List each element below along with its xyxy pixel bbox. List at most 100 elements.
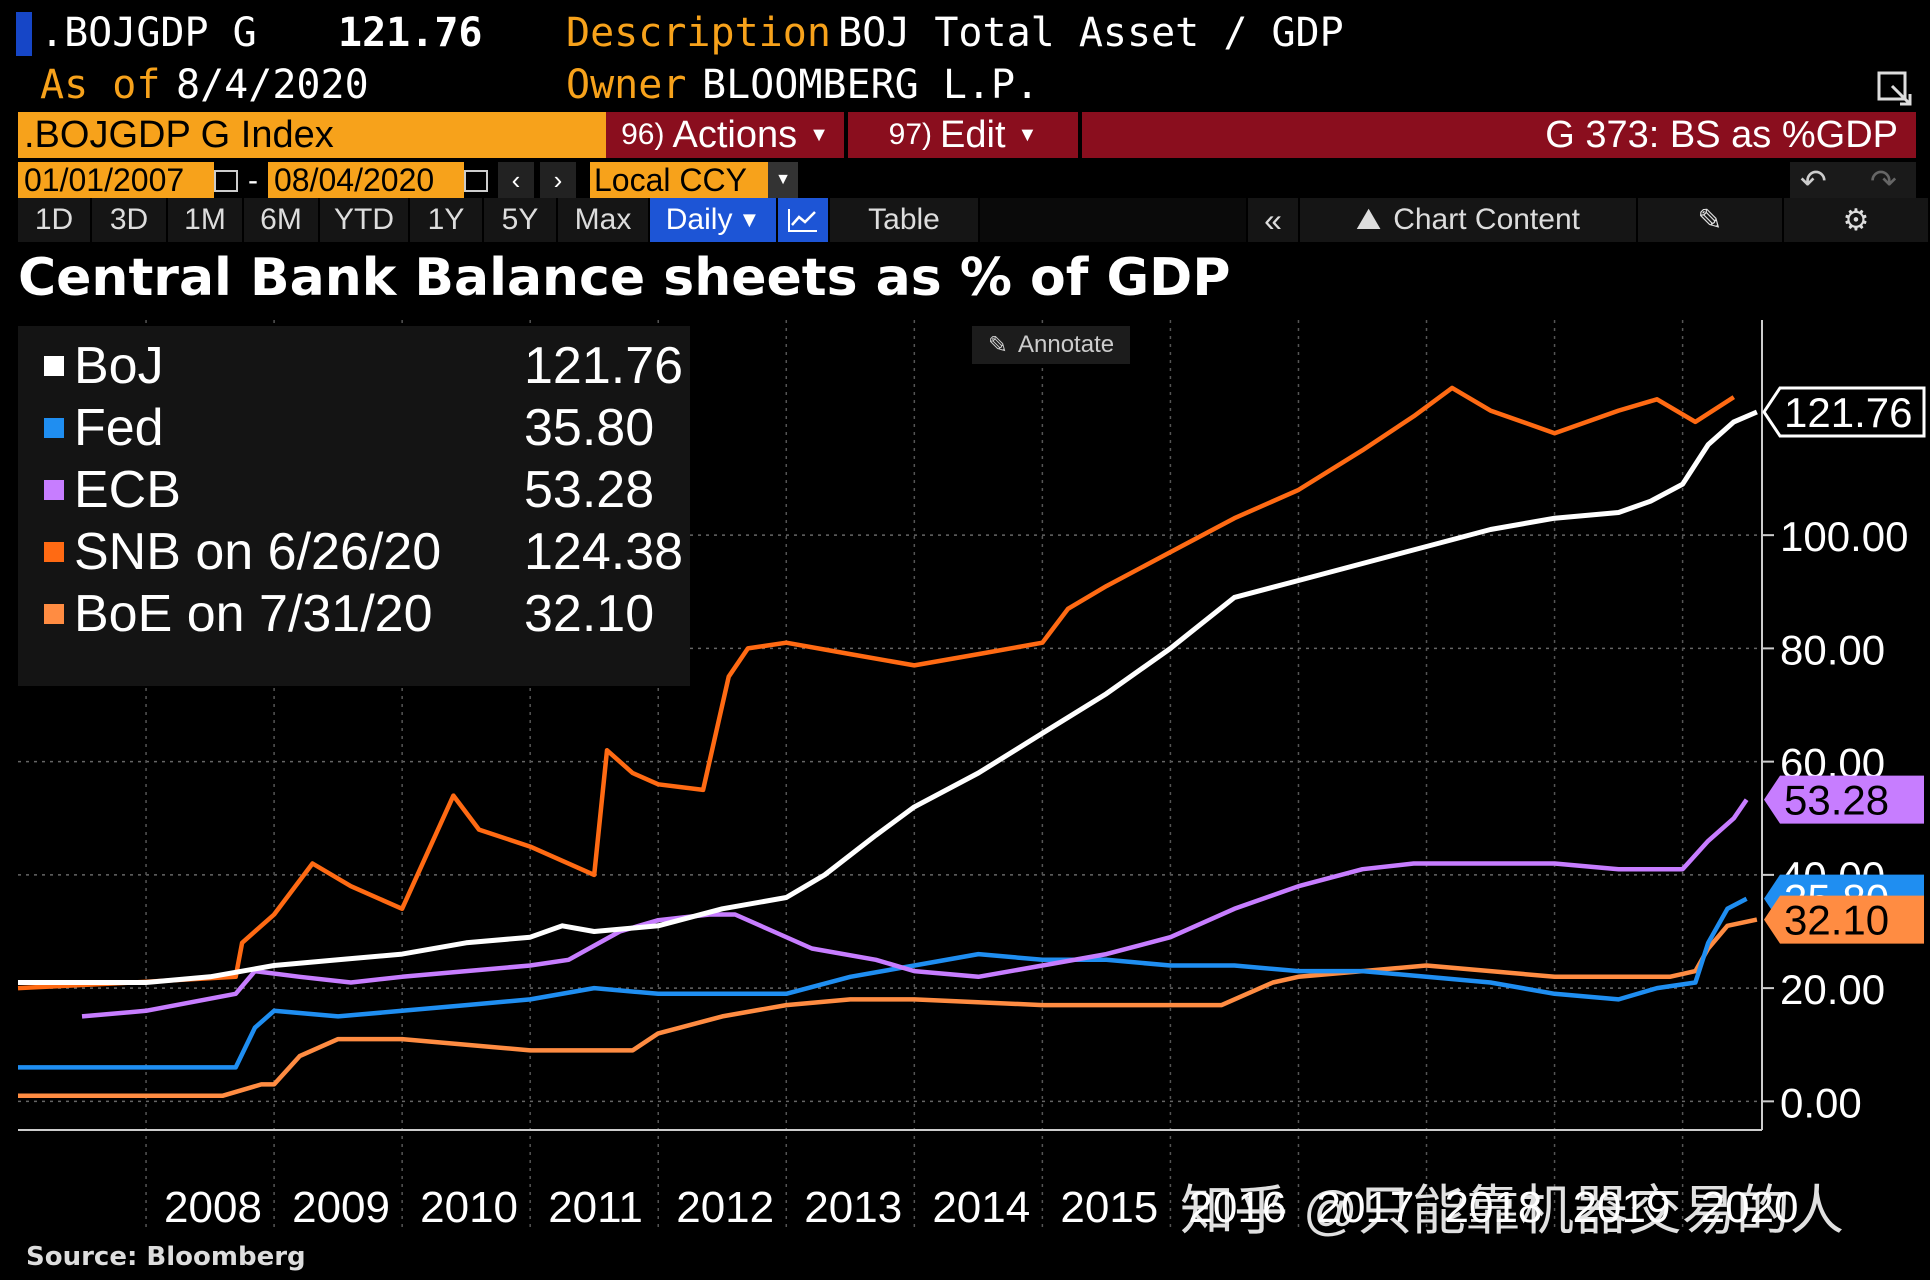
date-separator: - (248, 164, 258, 197)
legend-swatch (44, 356, 64, 376)
annotate-label: Annotate (1018, 331, 1115, 358)
legend-swatch (44, 604, 64, 624)
range-max[interactable]: Max (558, 198, 650, 242)
actions-menu[interactable]: 96) Actions ▼ (606, 112, 844, 158)
legend: BoJ 121.76 Fed 35.80 ECB 53.28 SNB on 6/26/20 1… (18, 326, 690, 686)
legend-name: BoE on 7/31/20 (74, 585, 433, 643)
range-5y[interactable]: 5Y (484, 198, 558, 242)
series-line-snb (17, 385, 1736, 991)
as-of-label: As of (40, 62, 161, 108)
legend-name: Fed (74, 399, 164, 457)
x-tick-label: 2010 (420, 1183, 518, 1232)
series-line-fed (18, 896, 1748, 1070)
calendar-icon[interactable] (214, 170, 238, 192)
index-field[interactable]: .BOJGDP G Index (18, 112, 608, 158)
range-buttons: 1D 3D 1M 6M YTD 1Y 5Y Max Daily ▼ Table «… (18, 198, 1930, 242)
range-3d[interactable]: 3D (92, 198, 168, 242)
y-tick-label: 20.00 (1780, 966, 1885, 1013)
table-button[interactable]: Table (830, 198, 980, 242)
legend-value: 53.28 (524, 461, 655, 519)
range-6m[interactable]: 6M (244, 198, 320, 242)
x-tick-label: 2018 (1445, 1183, 1543, 1232)
end-label-boe: 32.10 (1764, 895, 1924, 944)
range-1d[interactable]: 1D (18, 198, 92, 242)
x-tick-label: 2009 (292, 1183, 390, 1232)
actions-label: Actions (672, 113, 798, 156)
prev-arrow-icon[interactable]: ‹ (498, 162, 534, 198)
toolbar-spacer (980, 198, 1248, 242)
toolbar-row2-bg (1790, 162, 1916, 198)
edit-label: Edit (940, 113, 1006, 156)
caret-down-icon: ▼ (738, 207, 761, 232)
x-tick-label: 2013 (804, 1183, 902, 1232)
end-date-input[interactable]: 08/04/2020 (268, 162, 464, 198)
calendar-icon[interactable] (464, 170, 488, 192)
legend-value: 35.80 (524, 399, 655, 457)
end-label-ecb: 53.28 (1764, 775, 1924, 824)
annotate-button[interactable]: ✎ Annotate (972, 326, 1130, 364)
legend-name: SNB on 6/26/20 (74, 523, 442, 581)
ticker-marker (16, 12, 32, 56)
legend-name: BoJ (74, 337, 164, 395)
x-tick-label: 2014 (932, 1183, 1030, 1232)
chart-content-button[interactable]: ⛰ Chart Content (1300, 198, 1638, 242)
svg-text:32.10: 32.10 (1784, 897, 1889, 944)
edit-num: 97) (888, 118, 933, 151)
x-tick-label: 2008 (164, 1183, 262, 1232)
currency-select[interactable]: Local CCY (590, 162, 770, 198)
frequency-label: Daily (665, 203, 733, 236)
y-tick-label: 80.00 (1780, 626, 1885, 673)
function-label: G 373: BS as %GDP (1082, 112, 1916, 158)
chart-area: 2008 2009 2010 2011 2012 2013 2014 2015 2016 2017… (17, 320, 1926, 1232)
end-label-boj: 121.76 (1762, 386, 1926, 438)
y-tick-label: 0.00 (1780, 1079, 1862, 1126)
currency-caret-icon[interactable]: ▼ (768, 162, 798, 198)
legend-item-boe: BoE on 7/31/20 32.10 (44, 584, 654, 644)
x-tick-label: 2020 (1701, 1183, 1799, 1232)
x-tick-label: 2019 (1573, 1183, 1671, 1232)
legend-swatch (44, 480, 64, 500)
pencil-icon: ✎ (987, 331, 1008, 359)
last-value: 121.76 (338, 10, 483, 56)
caret-down-icon: ▼ (809, 123, 829, 146)
watermark: 知乎 @只能靠机器交易的人 (1180, 1181, 1844, 1241)
range-1m[interactable]: 1M (168, 198, 244, 242)
x-tick-label: 2016 (1188, 1183, 1286, 1232)
y-tick-label: 100.00 (1780, 513, 1908, 560)
description-value: BOJ Total Asset / GDP (838, 10, 1344, 56)
chart-content-icon: ⛰ (1356, 203, 1382, 236)
popout-icon[interactable] (1876, 70, 1914, 108)
series-line-boe (18, 917, 1758, 1098)
as-of-value: 8/4/2020 (176, 62, 369, 108)
x-tick-label: 2017 (1316, 1183, 1414, 1232)
caret-down-icon: ▼ (1017, 123, 1038, 146)
legend-value: 121.76 (524, 337, 684, 395)
owner-label: Owner (566, 62, 687, 108)
line-chart-icon[interactable] (778, 198, 830, 242)
description-label: Description (566, 10, 831, 56)
settings-gear-icon[interactable]: ⚙ (1784, 198, 1930, 242)
range-ytd[interactable]: YTD (320, 198, 410, 242)
undo-icon[interactable]: ↶ (1800, 163, 1827, 199)
x-tick-label: 2011 (548, 1183, 643, 1232)
legend-swatch (44, 418, 64, 438)
next-arrow-icon[interactable]: › (540, 162, 576, 198)
redo-icon[interactable]: ↷ (1870, 163, 1897, 199)
range-1y[interactable]: 1Y (410, 198, 484, 242)
legend-item-boj: BoJ 121.76 (44, 336, 683, 396)
legend-value: 32.10 (524, 585, 655, 643)
x-tick-label: 2015 (1060, 1183, 1158, 1232)
series-line-boj (18, 409, 1758, 985)
collapse-icon[interactable]: « (1248, 198, 1300, 242)
legend-name: ECB (74, 461, 181, 519)
svg-text:53.28: 53.28 (1784, 777, 1889, 824)
start-date-input[interactable]: 01/01/2007 (18, 162, 214, 198)
frequency-select[interactable]: Daily ▼ (650, 198, 778, 242)
edit-menu[interactable]: 97) Edit ▼ (848, 112, 1078, 158)
series-line-ecb (81, 798, 1749, 1019)
legend-item-ecb: ECB 53.28 (44, 460, 654, 520)
edit-chart-icon[interactable]: ✎ (1638, 198, 1784, 242)
legend-item-fed: Fed 35.80 (44, 398, 654, 458)
owner-value: BLOOMBERG L.P. (702, 62, 1040, 108)
chart-title: Central Bank Balance sheets as % of GDP (18, 248, 1231, 308)
